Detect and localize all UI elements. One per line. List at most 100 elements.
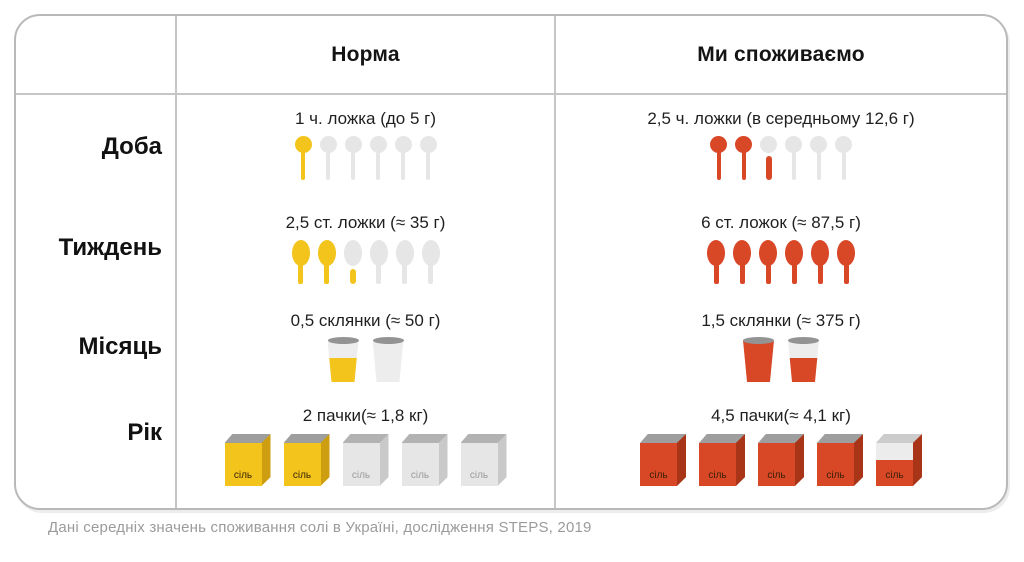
tablespoon-icon — [733, 240, 751, 284]
spoon-handle — [376, 151, 380, 180]
cell-week-norm: 2,5 ст. ложки (≈ 35 г) — [175, 199, 554, 297]
spoon-handle — [765, 264, 771, 284]
pack-icon: сіль — [640, 434, 686, 486]
pack-top-face — [224, 434, 271, 443]
spoon-bowl — [317, 240, 336, 266]
spoon-handle — [301, 151, 305, 180]
pack-front-face: сіль — [758, 443, 795, 486]
spoon-bowl — [811, 240, 829, 266]
pack-side-face — [261, 434, 271, 486]
spoon-handle — [843, 264, 849, 284]
pack-side-face — [913, 434, 922, 486]
pack-top-face — [460, 434, 507, 443]
salt-comparison-table: Норма Ми споживаємо Доба 1 ч. ложка (до … — [14, 14, 1008, 510]
spoon-handle — [765, 156, 772, 180]
spoon-handle — [741, 151, 746, 180]
teaspoon-icon — [710, 136, 727, 180]
teaspoon-row — [294, 136, 437, 180]
glass-rim — [788, 337, 819, 344]
tablespoon-icon — [759, 240, 777, 284]
pack-top-face — [401, 434, 448, 443]
glass-icon — [743, 337, 774, 382]
spoon-handle — [401, 151, 405, 180]
tablespoon-icon — [707, 240, 725, 284]
pack-top-face — [817, 434, 863, 443]
spoon-handle — [716, 151, 721, 180]
row-label-year: Рік — [127, 419, 162, 446]
teaspoon-icon — [369, 136, 387, 180]
pack-side-face — [736, 434, 745, 486]
glass-body — [788, 340, 819, 382]
glass-fill — [743, 340, 774, 382]
cell-caption: 4,5 пачки(≈ 4,1 кг) — [711, 406, 851, 425]
spoon-bowl — [319, 136, 337, 153]
pack-top-face — [699, 434, 745, 443]
pack-label: сіль — [410, 470, 430, 481]
corner-cell — [16, 16, 175, 95]
glass-row — [743, 337, 819, 382]
cell-caption: 0,5 склянки (≈ 50 г) — [290, 311, 441, 330]
pack-icon: сіль — [699, 434, 745, 486]
cell-day-norm: 1 ч. ложка (до 5 г) — [175, 95, 554, 199]
teaspoon-icon — [785, 136, 802, 180]
teaspoon-icon — [760, 136, 777, 180]
spoon-bowl — [835, 136, 852, 153]
tablespoon-icon — [343, 240, 362, 284]
spoon-bowl — [421, 240, 440, 266]
spoon-handle — [428, 264, 433, 284]
spoon-bowl — [785, 240, 803, 266]
salt-pack-row: сіль сіль сіль сіль сіль — [224, 434, 507, 486]
glass-row — [327, 337, 404, 382]
spoon-handle — [841, 151, 846, 180]
tablespoon-row — [707, 240, 855, 284]
glass-rim — [372, 337, 404, 344]
cell-caption: 1,5 склянки (≈ 375 г) — [701, 311, 861, 330]
pack-side-face — [854, 434, 863, 486]
column-header-norm: Норма — [175, 16, 554, 95]
spoon-bowl — [760, 136, 777, 153]
cell-month-actual: 1,5 склянки (≈ 375 г) — [554, 297, 1006, 397]
spoon-bowl — [394, 136, 412, 153]
pack-front-face: сіль — [342, 443, 380, 486]
glass-fill — [327, 357, 359, 382]
pack-top-face — [876, 434, 922, 443]
spoon-bowl — [369, 136, 387, 153]
tablespoon-icon — [291, 240, 310, 284]
cell-month-norm: 0,5 склянки (≈ 50 г) — [175, 297, 554, 397]
source-note: Дані середніх значень споживання солі в … — [48, 519, 592, 536]
cell-day-actual: 2,5 ч. ложки (в середньому 12,6 г) — [554, 95, 1006, 199]
pack-front-face: сіль — [460, 443, 498, 486]
tablespoon-icon — [421, 240, 440, 284]
pack-label: сіль — [292, 470, 312, 481]
pack-empty-part — [876, 443, 913, 461]
pack-side-face — [795, 434, 804, 486]
cell-caption: 6 ст. ложок (≈ 87,5 г) — [701, 213, 861, 232]
pack-icon: сіль — [460, 434, 507, 486]
spoon-handle — [713, 264, 719, 284]
pack-icon: сіль — [224, 434, 271, 486]
pack-label: сіль — [233, 470, 253, 481]
pack-side-face — [677, 434, 686, 486]
spoon-handle — [816, 151, 821, 180]
tablespoon-icon — [811, 240, 829, 284]
spoon-handle — [817, 264, 823, 284]
spoon-bowl — [733, 240, 751, 266]
tablespoon-icon — [369, 240, 388, 284]
spoon-bowl — [707, 240, 725, 266]
cell-caption: 2,5 ч. ложки (в середньому 12,6 г) — [647, 109, 915, 128]
spoon-handle — [326, 151, 330, 180]
column-header-norm-label: Норма — [331, 42, 400, 66]
glass-body — [372, 340, 404, 382]
spoon-bowl — [759, 240, 777, 266]
spoon-handle — [351, 151, 355, 180]
teaspoon-icon — [319, 136, 337, 180]
pack-side-face — [438, 434, 448, 486]
pack-front-face: сіль — [401, 443, 439, 486]
salt-pack-row: сіль сіль сіль сіль сіль — [640, 434, 922, 486]
glass-body — [743, 340, 774, 382]
spoon-bowl — [291, 240, 310, 266]
tablespoon-icon — [317, 240, 336, 284]
tablespoon-icon — [837, 240, 855, 284]
pack-front-face: сіль — [876, 443, 913, 486]
pack-top-face — [283, 434, 330, 443]
